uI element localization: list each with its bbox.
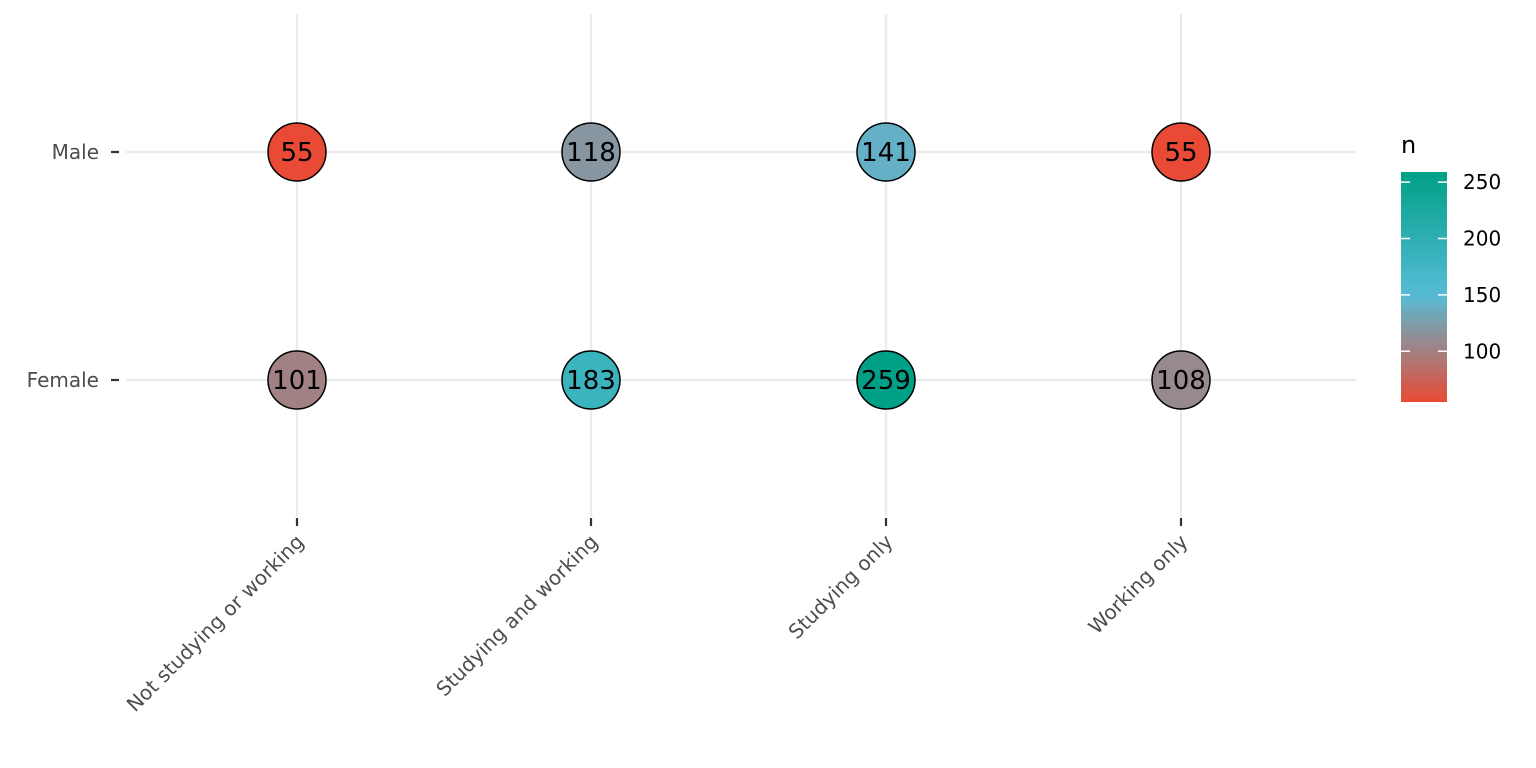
grid-lines [126,14,1356,516]
point-working-only-male [1151,122,1211,182]
point-studying-and-working-male [561,122,621,182]
color-legend: n 100 150 200 250 [1401,131,1501,402]
x-tick-label-studying-and-working: Studying and working [431,530,602,701]
point-label-working-only-female: 108 [1156,366,1206,396]
point-label-studying-only-female: 259 [861,366,911,396]
point-label-working-only-male: 55 [1164,138,1197,168]
point-label-studying-and-working-male: 118 [566,138,616,168]
y-tick-label-female: Female [27,368,99,392]
x-tick-label-studying-only: Studying only [783,529,897,643]
point-label-studying-and-working-female: 183 [566,366,616,396]
point-label-studying-only-male: 141 [861,138,911,168]
legend-label-150: 150 [1463,283,1501,307]
x-tick-label-not-studying-or-working: Not studying or working [122,530,309,717]
legend-label-100: 100 [1463,339,1501,363]
point-studying-only-male [856,122,916,182]
point-not-studying-or-working-female [267,350,327,410]
x-tick-label-working-only: Working only [1083,529,1192,638]
data-points: 55 118 141 55 101 183 259 108 [267,122,1211,410]
point-studying-and-working-female [561,350,621,410]
point-label-not-studying-or-working-male: 55 [280,138,313,168]
legend-label-250: 250 [1463,170,1501,194]
legend-label-200: 200 [1463,227,1501,251]
axes: Not studying or working Studying and work… [27,140,1193,716]
point-not-studying-or-working-male [267,122,327,182]
point-studying-only-female [856,350,916,410]
legend-color-bar [1401,172,1447,402]
point-working-only-female [1151,350,1211,410]
legend-title: n [1401,131,1416,159]
point-label-not-studying-or-working-female: 101 [272,366,322,396]
y-tick-label-male: Male [52,140,99,164]
